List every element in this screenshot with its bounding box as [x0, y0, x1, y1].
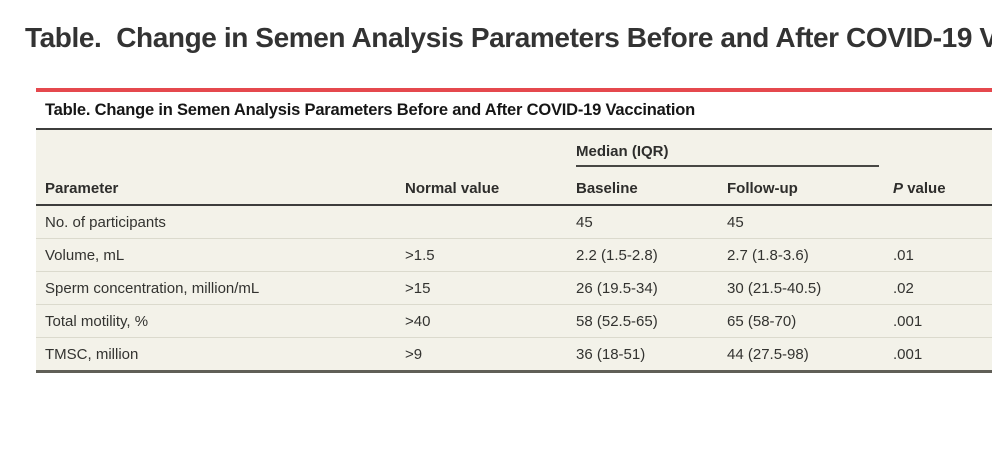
column-header-parameter: Parameter: [36, 167, 405, 206]
table-card: Table. Change in Semen Analysis Paramete…: [36, 88, 992, 373]
table-title: Table. Change in Semen Analysis Paramete…: [36, 92, 992, 130]
cell-followup: 30 (21.5-40.5): [727, 271, 893, 305]
cell-p-value: .001: [893, 304, 992, 338]
cell-p-value: .001: [893, 337, 992, 373]
cell-parameter: No. of participants: [36, 205, 405, 239]
column-header-baseline: Baseline: [576, 167, 727, 206]
median-span-label: Median (IQR): [576, 143, 879, 167]
table-row: Sperm concentration, million/mL >15 26 (…: [36, 271, 992, 305]
table-row: Total motility, % >40 58 (52.5-65) 65 (5…: [36, 304, 992, 338]
table-row: TMSC, million >9 36 (18-51) 44 (27.5-98)…: [36, 337, 992, 373]
cell-parameter: Sperm concentration, million/mL: [36, 271, 405, 305]
cell-normal-value: >40: [405, 304, 576, 338]
spacer-cell: [405, 130, 576, 167]
spacer-cell: [36, 130, 405, 167]
cell-baseline: 2.2 (1.5-2.8): [576, 238, 727, 272]
cell-baseline: 26 (19.5-34): [576, 271, 727, 305]
p-value-rest: value: [907, 180, 946, 197]
cell-baseline: 45: [576, 205, 727, 239]
column-header-row: Parameter Normal value Baseline Follow-u…: [36, 167, 992, 206]
column-header-p-value: P value: [893, 167, 992, 206]
cell-baseline: 36 (18-51): [576, 337, 727, 373]
cell-normal-value: >15: [405, 271, 576, 305]
cell-parameter: Total motility, %: [36, 304, 405, 338]
median-span-header: Median (IQR): [576, 130, 893, 167]
cell-normal-value: >9: [405, 337, 576, 373]
semen-analysis-table: Median (IQR) Parameter Normal value Base…: [36, 130, 992, 373]
cell-normal-value: >1.5: [405, 238, 576, 272]
cell-parameter: Volume, mL: [36, 238, 405, 272]
cell-followup: 44 (27.5-98): [727, 337, 893, 373]
cell-normal-value: [405, 205, 576, 239]
table-row: No. of participants 45 45: [36, 205, 992, 239]
accent-bar: [36, 88, 992, 92]
table-body: No. of participants 45 45 Volume, mL >1.…: [36, 205, 992, 373]
cell-p-value: [893, 205, 992, 239]
cell-followup: 45: [727, 205, 893, 239]
table-row: Volume, mL >1.5 2.2 (1.5-2.8) 2.7 (1.8-3…: [36, 238, 992, 272]
column-header-normal-value: Normal value: [405, 167, 576, 206]
cell-followup: 65 (58-70): [727, 304, 893, 338]
spacer-cell: [893, 130, 992, 167]
table-header: Median (IQR) Parameter Normal value Base…: [36, 130, 992, 206]
p-value-italic: P: [893, 180, 904, 197]
page-heading: Table. Change in Semen Analysis Paramete…: [25, 22, 992, 53]
median-span-row: Median (IQR): [36, 130, 992, 167]
cell-p-value: .01: [893, 238, 992, 272]
cell-parameter: TMSC, million: [36, 337, 405, 373]
cell-baseline: 58 (52.5-65): [576, 304, 727, 338]
cell-followup: 2.7 (1.8-3.6): [727, 238, 893, 272]
column-header-followup: Follow-up: [727, 167, 893, 206]
cell-p-value: .02: [893, 271, 992, 305]
